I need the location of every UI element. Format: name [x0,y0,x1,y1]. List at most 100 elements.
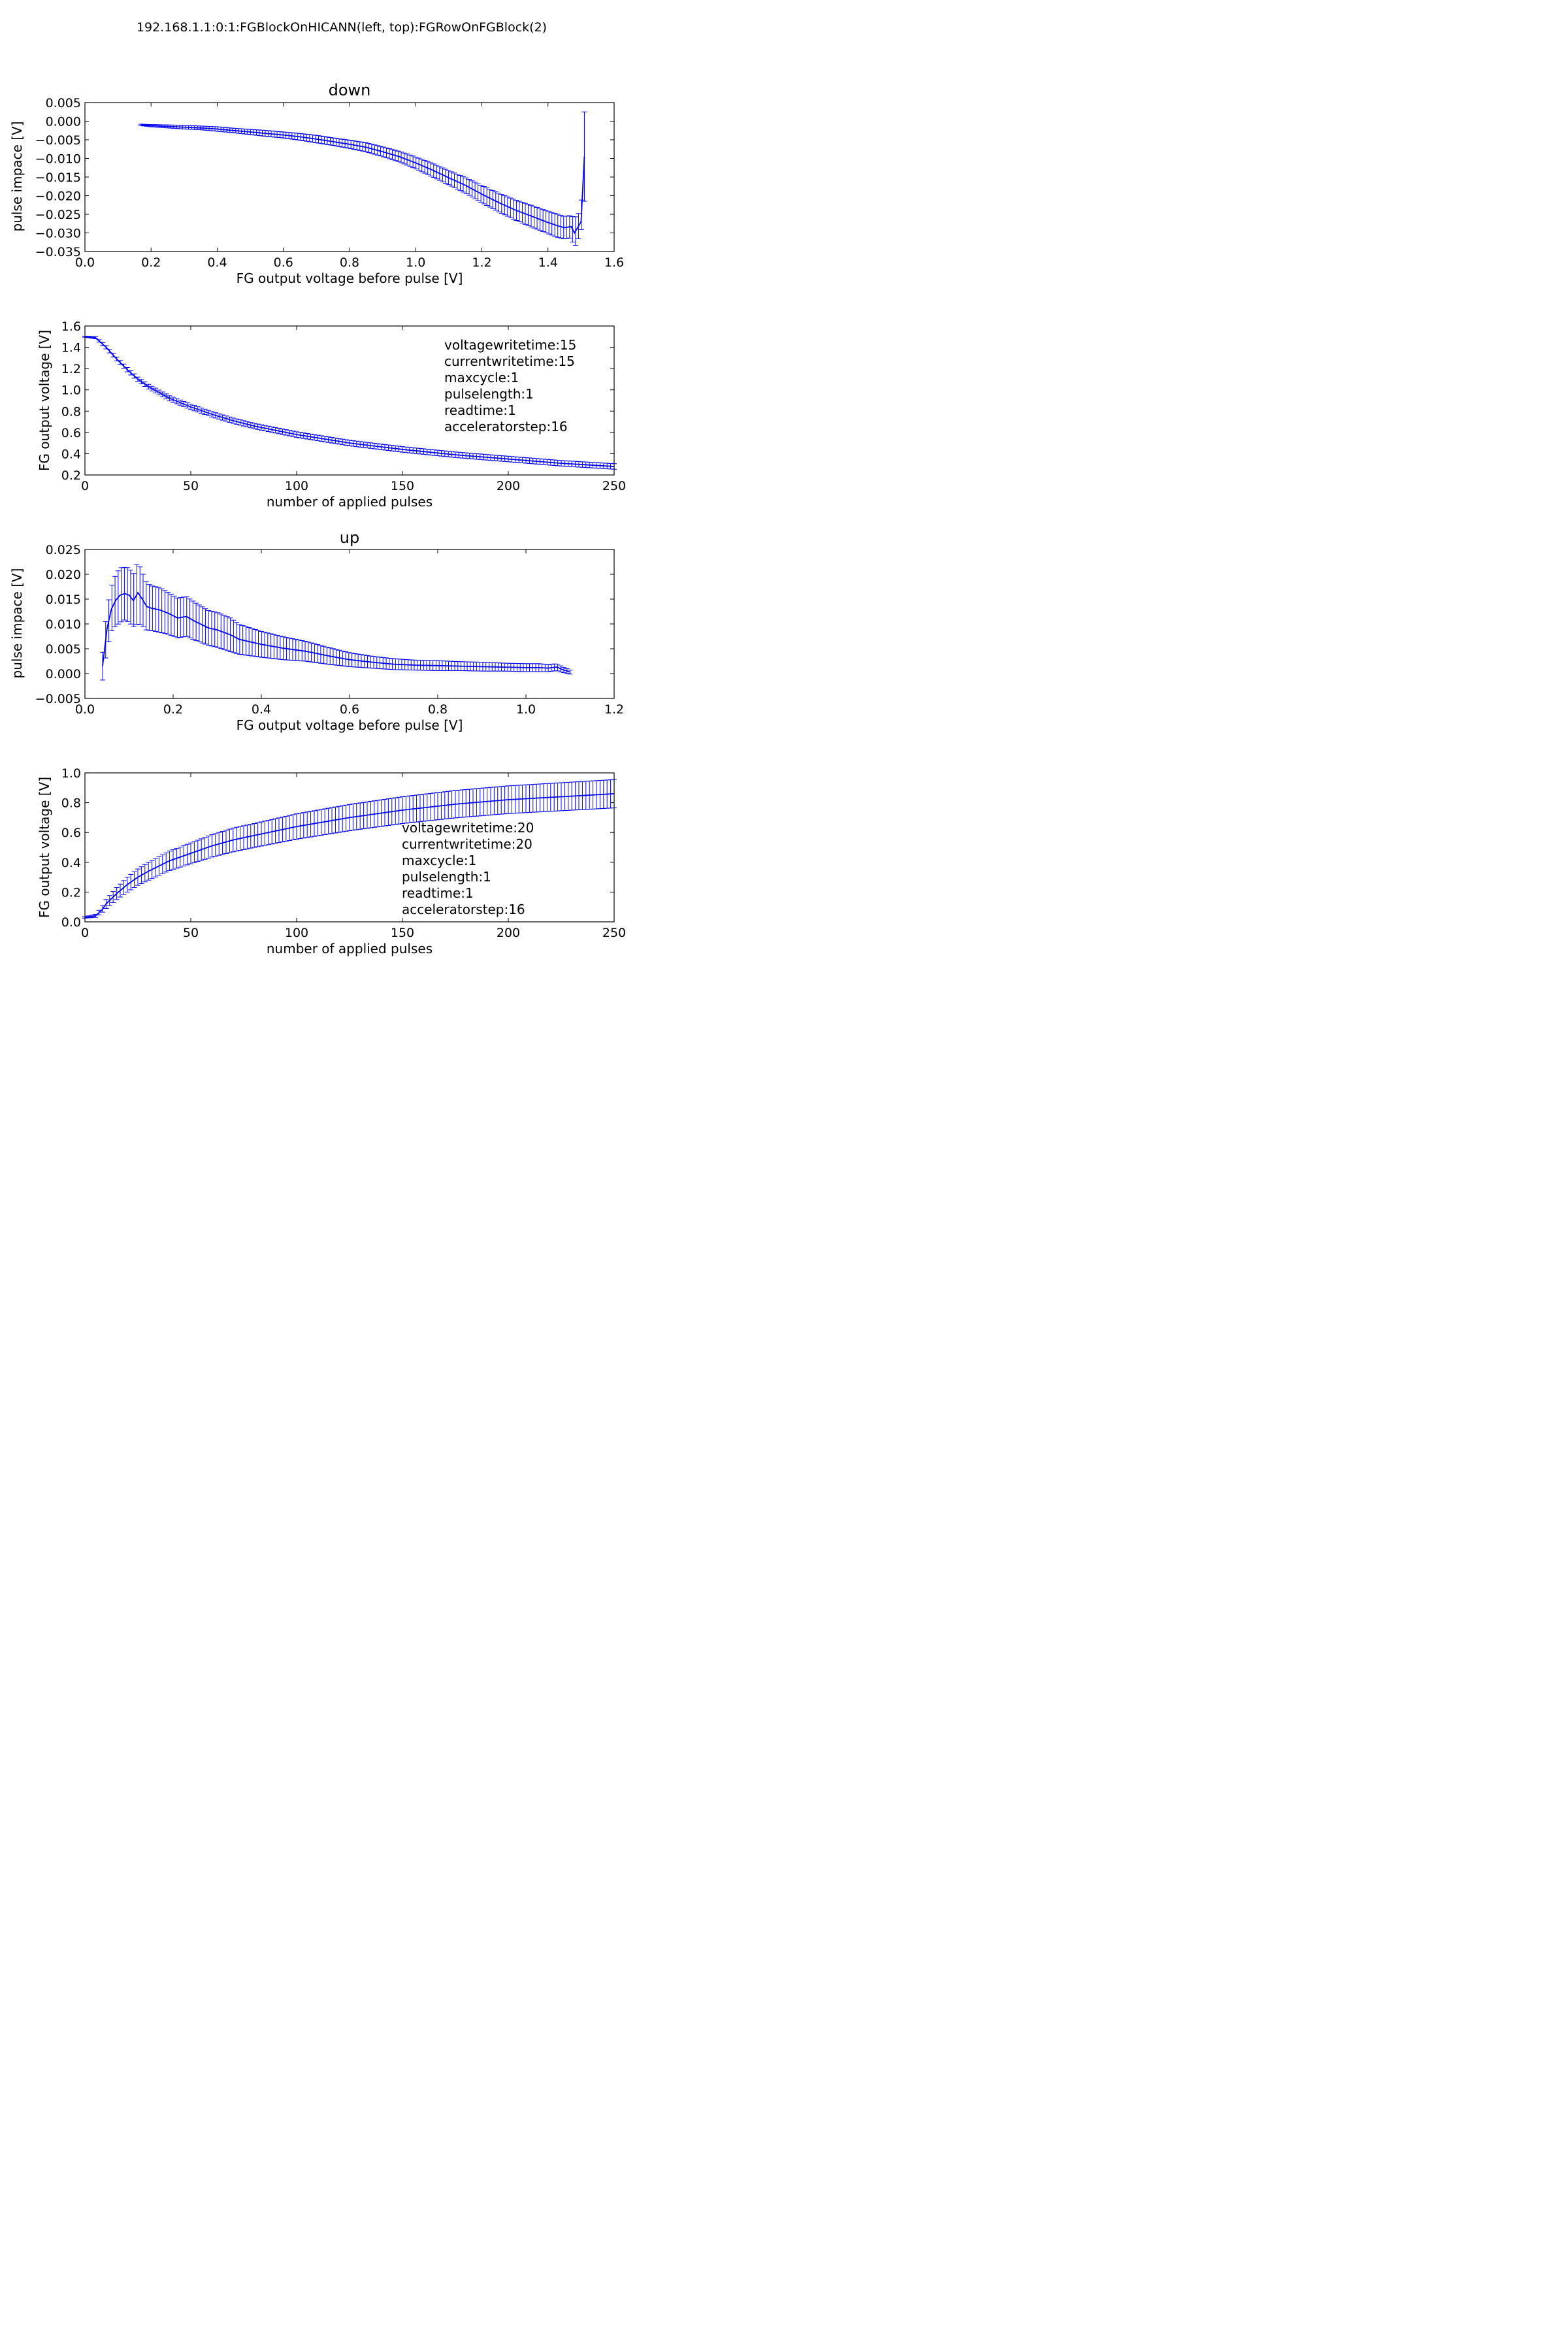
axes-frame [84,325,615,476]
x-tick-label: 0.2 [141,255,161,270]
plot-marks [82,779,617,919]
x-tick-label: 1.0 [406,255,425,270]
x-tick-label: 0.6 [274,255,293,270]
y-tick-label: 0.2 [61,885,81,900]
axis-ticks: 0 50 100 150 200 250 1.0 0.8 0.6 0.4 0.2 0.0 [61,766,626,940]
x-tick-label: 1.4 [538,255,558,270]
y-tick-label: 0.025 [46,543,81,557]
x-tick-label: 0.2 [163,702,183,717]
x-tick-label: 1.0 [516,702,536,717]
x-tick-label: 1.2 [472,255,491,270]
figure-canvas: 192.168.1.1:0:1:FGBlockOnHICANN(left, to… [0,0,681,1021]
y-tick-label: 0.010 [46,617,81,632]
x-tick-label: 250 [602,479,626,493]
y-tick-label: 0.0 [61,915,81,930]
settings-annotation: voltagewritetime:15 currentwritetime:15 … [444,337,576,434]
panel-title: up [340,529,359,547]
axes-frame [84,102,615,252]
x-tick-label: 1.2 [604,702,624,717]
series-line [84,336,615,467]
x-tick-label: 200 [497,479,520,493]
x-tick-label: 100 [285,926,308,940]
y-tick-label: 0.015 [46,593,81,607]
x-tick-label: 0.8 [340,255,359,270]
x-tick-label: 50 [183,479,199,493]
y-tick-label: 0.6 [61,426,81,440]
y-tick-label: 0.005 [46,96,81,110]
annotation-line: voltagewritetime:20 [402,820,534,836]
annotation-line: currentwritetime:20 [402,836,532,852]
y-tick-label: −0.035 [35,245,81,259]
x-tick-label: 0.0 [75,255,95,270]
x-tick-label: 200 [497,926,520,940]
y-tick-label: 1.6 [61,319,81,334]
y-axis-label: FG output voltage [V] [37,330,52,471]
y-tick-label: 0.020 [46,568,81,582]
panel-up-impact: up FG output voltage before pulse [V] pu… [9,529,624,733]
x-tick-label: 100 [285,479,308,493]
y-tick-label: 0.000 [46,115,81,129]
series-line [84,793,615,919]
x-tick-label: 0 [81,926,89,940]
panel-down-trace: number of applied pulses FG output volta… [37,319,626,510]
series-line [102,591,570,673]
figure-suptitle: 192.168.1.1:0:1:FGBlockOnHICANN(left, to… [137,20,547,35]
y-axis-label: FG output voltage [V] [37,777,52,918]
annotation-line: maxcycle:1 [402,853,476,868]
plot-marks [82,335,617,470]
settings-annotation: voltagewritetime:20 currentwritetime:20 … [402,820,534,917]
axis-ticks: 0 50 100 150 200 250 1.6 1.4 1.2 1.0 0.8 0.6 0.4 0.2 [61,319,626,493]
y-tick-label: 0.000 [46,667,81,681]
panel-up-trace: number of applied pulses FG output volta… [37,766,626,956]
y-tick-label: 0.4 [61,856,81,870]
x-tick-label: 150 [391,479,414,493]
plot-marks [139,111,587,246]
annotation-line: acceleratorstep:16 [444,419,568,434]
y-axis-label: pulse impace [V] [9,122,25,232]
y-tick-label: −0.020 [35,189,81,204]
x-tick-label: 0.6 [340,702,359,717]
y-tick-label: 0.4 [61,447,81,461]
x-tick-label: 0.4 [207,255,227,270]
y-tick-label: −0.025 [35,208,81,222]
y-tick-label: −0.005 [35,133,81,148]
annotation-line: acceleratorstep:16 [402,902,525,917]
panel-title: down [329,81,371,99]
y-tick-label: 0.2 [61,468,81,483]
x-tick-label: 1.6 [604,255,624,270]
x-tick-label: 250 [602,926,626,940]
x-tick-label: 0.4 [252,702,271,717]
axis-ticks: 0.0 0.2 0.4 0.6 0.8 1.0 1.2 1.4 1.6 0.005 0.000 −0.… [35,96,624,270]
x-tick-label: 0.0 [75,702,95,717]
x-tick-label: 50 [183,926,199,940]
y-tick-label: 1.0 [61,766,81,781]
y-tick-label: −0.030 [35,227,81,241]
annotation-line: readtime:1 [444,402,516,418]
figure-background [0,0,681,1021]
x-tick-label: 150 [391,926,414,940]
annotation-line: voltagewritetime:15 [444,337,576,353]
y-tick-label: −0.010 [35,152,81,167]
annotation-line: maxcycle:1 [444,370,519,385]
y-tick-label: 0.8 [61,796,81,811]
axes-frame [84,549,615,699]
x-axis-label: FG output voltage before pulse [V] [237,717,463,733]
panel-down-impact: down FG output voltage before pulse [V] … [9,81,624,286]
axes-frame [84,772,615,923]
annotation-line: pulselength:1 [444,386,534,402]
y-tick-label: 0.005 [46,642,81,657]
y-tick-label: 0.8 [61,404,81,419]
x-axis-label: number of applied pulses [267,494,433,510]
figure: 192.168.1.1:0:1:FGBlockOnHICANN(left, to… [0,0,681,1021]
series-line [141,124,585,235]
annotation-line: currentwritetime:15 [444,353,575,369]
y-tick-label: 0.6 [61,826,81,840]
x-tick-label: 0.8 [428,702,448,717]
x-axis-label: FG output voltage before pulse [V] [237,270,463,286]
annotation-line: readtime:1 [402,885,474,901]
y-axis-label: pulse impace [V] [9,568,25,679]
y-tick-label: 1.4 [61,341,81,355]
plot-marks [100,564,573,681]
y-tick-label: −0.015 [35,171,81,185]
y-tick-label: −0.005 [35,692,81,706]
